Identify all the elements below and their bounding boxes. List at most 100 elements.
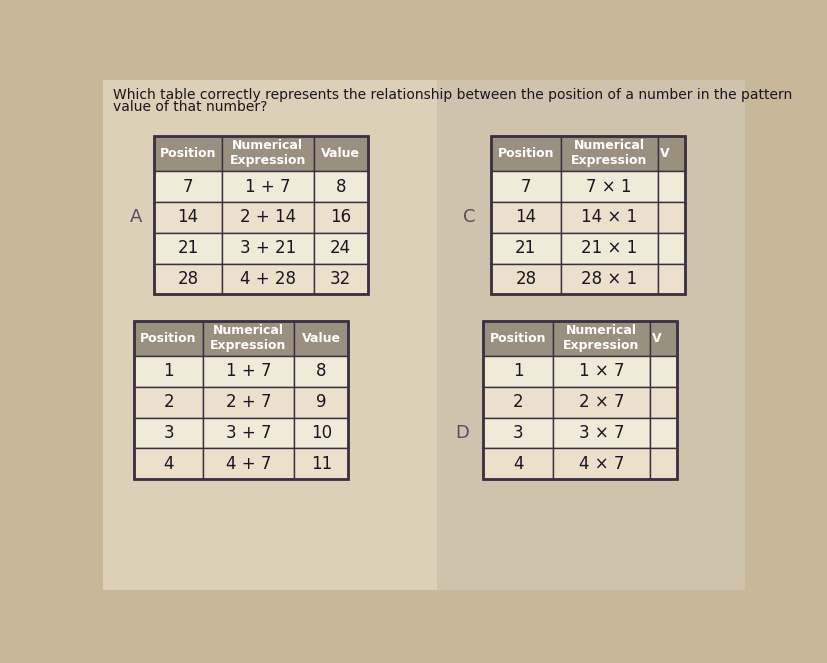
Text: 14: 14 <box>177 208 198 226</box>
Bar <box>483 321 676 479</box>
Bar <box>134 387 203 418</box>
Text: Numerical
Expression: Numerical Expression <box>571 139 647 168</box>
Bar <box>294 448 348 479</box>
Text: 8: 8 <box>316 363 326 381</box>
Bar <box>313 202 367 233</box>
Bar <box>436 80 744 590</box>
Text: 7 × 1: 7 × 1 <box>586 178 631 196</box>
Bar <box>294 387 348 418</box>
Bar <box>657 264 684 294</box>
Text: 1 + 7: 1 + 7 <box>226 363 271 381</box>
Text: 9: 9 <box>316 393 326 411</box>
Text: value of that number?: value of that number? <box>112 100 267 114</box>
Bar <box>222 171 313 202</box>
Text: 28 × 1: 28 × 1 <box>581 270 637 288</box>
Bar <box>490 136 684 294</box>
Bar <box>103 80 436 590</box>
Text: A: A <box>130 208 142 226</box>
Text: Numerical
Expression: Numerical Expression <box>210 324 286 352</box>
Bar <box>294 356 348 387</box>
Text: 21: 21 <box>514 239 536 257</box>
Text: 3 + 21: 3 + 21 <box>239 239 295 257</box>
Text: 1 × 7: 1 × 7 <box>578 363 624 381</box>
Bar <box>657 136 684 171</box>
Text: 4 + 7: 4 + 7 <box>226 455 270 473</box>
Text: 2 + 14: 2 + 14 <box>240 208 295 226</box>
Bar <box>294 418 348 448</box>
Bar <box>552 321 649 356</box>
Bar <box>483 356 552 387</box>
Text: 28: 28 <box>177 270 198 288</box>
Bar <box>560 202 657 233</box>
Text: 7: 7 <box>520 178 530 196</box>
Text: 8: 8 <box>335 178 346 196</box>
Bar <box>490 233 560 264</box>
Text: 3 + 7: 3 + 7 <box>226 424 271 442</box>
Bar <box>134 448 203 479</box>
Bar <box>313 136 367 171</box>
Text: C: C <box>462 208 475 226</box>
Bar <box>134 356 203 387</box>
Bar <box>490 136 560 171</box>
Text: Numerical
Expression: Numerical Expression <box>562 324 638 352</box>
Text: 3: 3 <box>163 424 174 442</box>
Bar <box>490 202 560 233</box>
Bar <box>203 321 294 356</box>
Bar <box>313 171 367 202</box>
Bar <box>134 321 203 356</box>
Bar <box>154 136 367 294</box>
Text: 14 × 1: 14 × 1 <box>581 208 637 226</box>
Bar <box>313 264 367 294</box>
Bar <box>483 321 552 356</box>
Text: Position: Position <box>497 147 553 160</box>
Text: 10: 10 <box>310 424 332 442</box>
Bar <box>222 136 313 171</box>
Bar <box>490 264 560 294</box>
Text: 2: 2 <box>163 393 174 411</box>
Bar <box>552 448 649 479</box>
Bar <box>154 233 222 264</box>
Bar <box>649 448 676 479</box>
Bar <box>490 171 560 202</box>
Bar <box>222 202 313 233</box>
Bar <box>657 202 684 233</box>
Bar <box>134 418 203 448</box>
Bar <box>134 321 348 479</box>
Bar <box>203 387 294 418</box>
Text: 2 × 7: 2 × 7 <box>578 393 624 411</box>
Text: 24: 24 <box>330 239 351 257</box>
Text: Value: Value <box>321 147 360 160</box>
Bar <box>552 418 649 448</box>
Text: 21: 21 <box>177 239 198 257</box>
Text: 3: 3 <box>512 424 523 442</box>
Text: Value: Value <box>301 332 341 345</box>
Bar <box>154 264 222 294</box>
Text: Position: Position <box>141 332 197 345</box>
Text: 16: 16 <box>330 208 351 226</box>
Bar <box>483 418 552 448</box>
Text: 11: 11 <box>310 455 332 473</box>
Bar <box>649 418 676 448</box>
Bar <box>294 321 348 356</box>
Text: Position: Position <box>490 332 546 345</box>
Text: 7: 7 <box>183 178 193 196</box>
Text: 1: 1 <box>512 363 523 381</box>
Text: 2: 2 <box>512 393 523 411</box>
Bar <box>313 233 367 264</box>
Bar <box>203 356 294 387</box>
Text: V: V <box>651 332 661 345</box>
Bar <box>552 356 649 387</box>
Text: 28: 28 <box>514 270 536 288</box>
Text: 3 × 7: 3 × 7 <box>578 424 624 442</box>
Bar <box>560 136 657 171</box>
Bar <box>154 202 222 233</box>
Text: 4: 4 <box>512 455 523 473</box>
Text: 1 + 7: 1 + 7 <box>245 178 290 196</box>
Bar <box>649 321 676 356</box>
Bar <box>222 233 313 264</box>
Bar <box>203 418 294 448</box>
Bar <box>222 264 313 294</box>
Bar <box>154 136 222 171</box>
Text: Numerical
Expression: Numerical Expression <box>229 139 306 168</box>
Bar <box>483 448 552 479</box>
